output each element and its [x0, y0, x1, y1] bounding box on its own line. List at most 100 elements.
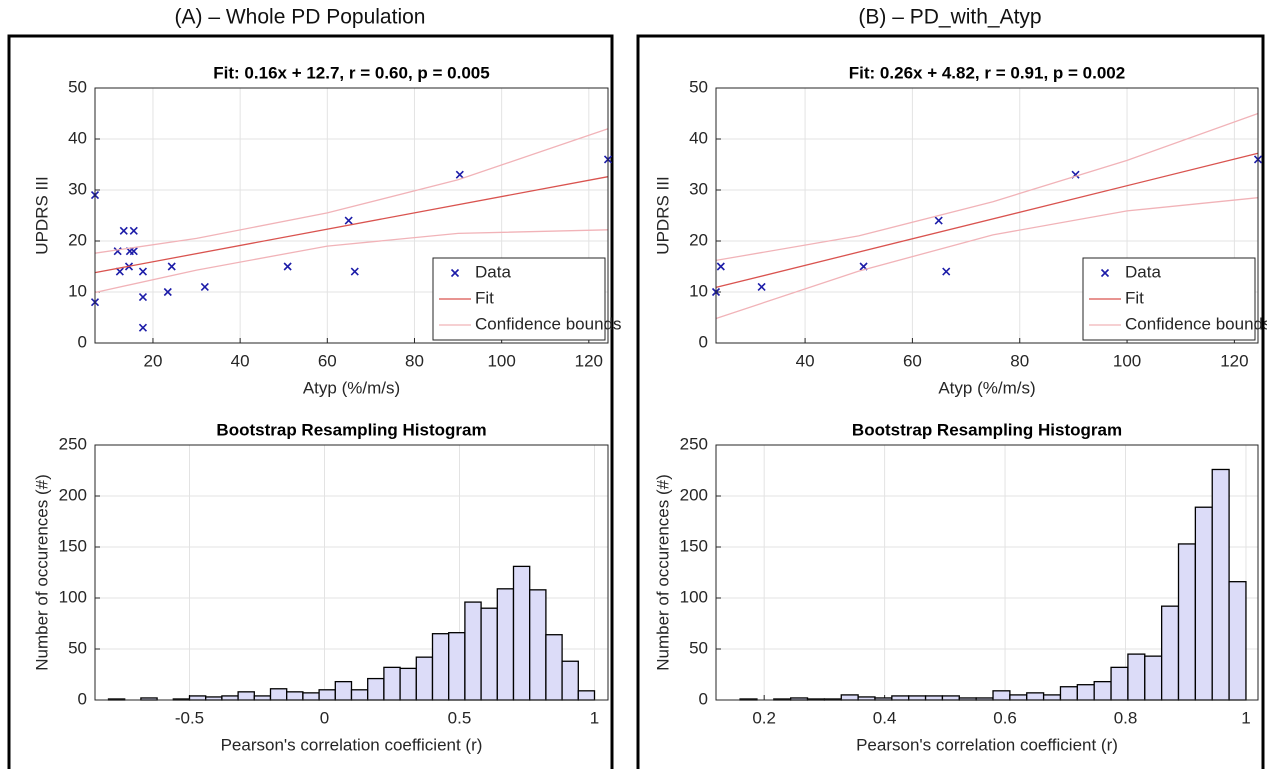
histogram-bar — [529, 589, 547, 701]
histogram-bar — [367, 677, 385, 701]
x-tick-label: -0.5 — [175, 708, 204, 727]
y-tick-label: 0 — [699, 689, 708, 708]
x-tick-label: 100 — [1113, 351, 1141, 370]
histogram-bar — [1144, 655, 1163, 701]
confidence-bound — [715, 112, 1259, 262]
histogram-bar — [1211, 468, 1230, 701]
histogram-bar — [1177, 543, 1197, 701]
legend-label: Confidence bounds — [1125, 314, 1267, 333]
x-tick-label: 120 — [1220, 351, 1248, 370]
x-axis-label: Pearson's correlation coefficient (r) — [856, 735, 1118, 754]
histogram-bar — [1228, 581, 1247, 701]
histogram-bar — [237, 691, 255, 701]
histogram-bar — [431, 633, 450, 701]
x-tick-label: 0.2 — [752, 708, 776, 727]
histogram-bar — [1110, 666, 1129, 701]
fit-line — [715, 152, 1259, 289]
y-tick-label: 0 — [78, 332, 87, 351]
histogram-bar — [1127, 653, 1146, 701]
data-point — [934, 216, 943, 225]
y-tick-label: 50 — [68, 638, 87, 657]
y-tick-label: 30 — [68, 179, 87, 198]
data-point — [350, 267, 359, 276]
data-point — [757, 282, 766, 291]
data-point — [200, 282, 209, 291]
y-tick-label: 100 — [59, 587, 87, 606]
x-tick-label: 0.8 — [1114, 708, 1138, 727]
panel-border — [636, 34, 1265, 769]
x-tick-label: 0 — [320, 708, 329, 727]
y-tick-label: 50 — [689, 638, 708, 657]
panel-title: (A) – Whole PD Population — [175, 6, 426, 29]
data-point — [138, 267, 148, 276]
legend-label: Fit — [1125, 288, 1144, 307]
legend-label: Confidence bounds — [475, 314, 622, 333]
histogram-bar — [464, 601, 482, 701]
y-axis-label: Number of occurences (#) — [653, 474, 672, 671]
histogram-bar — [221, 695, 239, 701]
histogram-bar — [992, 690, 1011, 701]
data-point — [283, 262, 292, 271]
y-axis-label: UPDRS III — [32, 176, 51, 254]
y-tick-label: 50 — [689, 77, 708, 96]
x-tick-label: 0.5 — [448, 708, 472, 727]
data-point — [942, 267, 951, 276]
histogram-bar — [1042, 694, 1062, 701]
panel-border — [7, 34, 614, 769]
histogram-bar — [577, 690, 596, 701]
histogram-bar — [1059, 686, 1078, 701]
histogram-bar — [188, 695, 207, 701]
histogram-bar — [286, 691, 304, 701]
histogram-bar — [1160, 605, 1180, 701]
y-tick-label: 50 — [68, 77, 87, 96]
data-point — [163, 287, 172, 297]
y-tick-label: 0 — [699, 332, 708, 351]
x-tick-label: 40 — [231, 351, 250, 370]
histogram-bar — [496, 588, 515, 701]
chart-title: Fit: 0.26x + 4.82, r = 0.91, p = 0.002 — [849, 63, 1125, 82]
histogram-bar — [1076, 684, 1095, 701]
x-tick-label: 1 — [1241, 708, 1250, 727]
legend-label: Data — [1125, 262, 1161, 281]
data-point — [716, 262, 725, 271]
legend-label: Fit — [475, 288, 494, 307]
y-tick-label: 150 — [680, 536, 708, 555]
histogram-bar — [1093, 680, 1112, 701]
x-tick-label: 60 — [903, 351, 922, 370]
histogram-bar — [350, 689, 369, 701]
histogram-bar — [512, 565, 531, 701]
x-tick-label: 60 — [318, 351, 337, 370]
legend-marker — [1100, 268, 1110, 278]
plot-frame — [715, 444, 1259, 701]
histogram-bar — [924, 695, 944, 701]
x-tick-label: 80 — [1010, 351, 1029, 370]
histogram-bar — [302, 692, 320, 701]
histogram-bar — [840, 694, 859, 701]
histogram-bar — [891, 695, 910, 701]
histogram-bar — [545, 634, 563, 701]
chart-title: Fit: 0.16x + 12.7, r = 0.60, p = 0.005 — [213, 63, 489, 82]
y-tick-label: 100 — [680, 587, 708, 606]
y-tick-label: 0 — [78, 689, 87, 708]
histogram-bar — [908, 695, 927, 701]
confidence-bound — [94, 128, 609, 254]
histogram-bar — [334, 680, 353, 701]
histogram-bar — [448, 632, 466, 701]
histogram-bar — [415, 656, 434, 701]
histogram-bar — [318, 689, 336, 701]
data-point — [167, 262, 176, 271]
chart-title: Bootstrap Resampling Histogram — [216, 420, 486, 439]
histogram-bar — [561, 660, 579, 701]
y-tick-label: 40 — [689, 128, 708, 147]
histogram-bar — [480, 607, 498, 701]
y-tick-label: 10 — [68, 281, 87, 300]
histogram-bar — [1026, 692, 1045, 701]
plot-frame — [715, 87, 1259, 344]
x-axis-label: Atyp (%/m/s) — [303, 378, 400, 397]
histogram-bar — [1194, 506, 1213, 701]
histogram-bar — [399, 667, 417, 701]
data-point — [455, 170, 464, 179]
data-point — [129, 247, 138, 256]
